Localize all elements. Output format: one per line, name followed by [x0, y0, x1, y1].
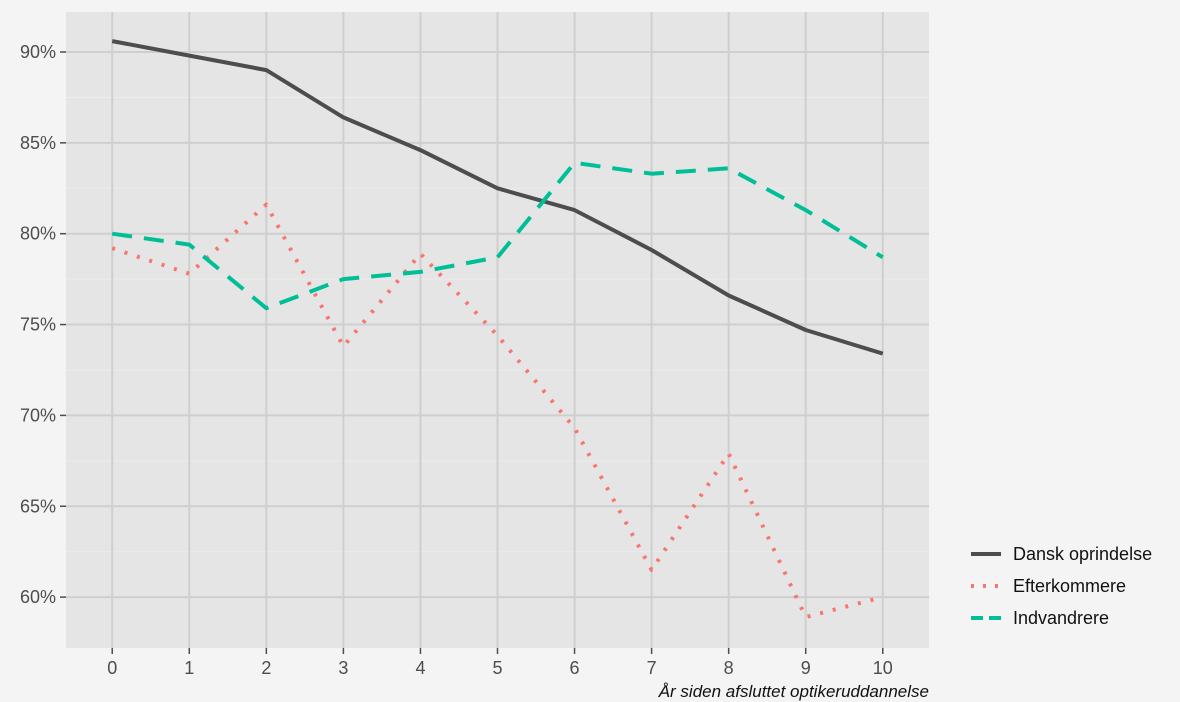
legend-label: Indvandrere: [1013, 608, 1109, 628]
y-tick-label: 70%: [20, 405, 56, 425]
x-tick-label: 3: [338, 658, 348, 678]
y-tick-label: 60%: [20, 587, 56, 607]
legend-label: Efterkommere: [1013, 576, 1126, 596]
y-tick-label: 65%: [20, 496, 56, 516]
x-tick-label: 0: [107, 658, 117, 678]
x-tick-label: 5: [492, 658, 502, 678]
y-axis-tick-labels: 60% 65% 70% 75% 80% 85% 90%: [20, 42, 66, 607]
y-tick-label: 80%: [20, 224, 56, 244]
legend: Dansk oprindelse Efterkommere Indvandrere: [971, 544, 1152, 628]
x-tick-label: 10: [873, 658, 893, 678]
series-lines: [111, 39, 884, 620]
x-tick-label: 9: [801, 658, 811, 678]
series-line: [111, 39, 884, 356]
major-gridlines: [66, 12, 929, 648]
y-tick-label: 85%: [20, 133, 56, 153]
y-tick-label: 90%: [20, 42, 56, 62]
y-tick-label: 75%: [20, 315, 56, 335]
x-tick-label: 6: [570, 658, 580, 678]
x-axis-tick-labels: 0 1 2 3 4 5 6 7 8 9 10: [107, 648, 893, 678]
x-axis-title: År siden afsluttet optikeruddannelse: [658, 682, 929, 701]
x-tick-label: 4: [415, 658, 425, 678]
x-tick-label: 2: [261, 658, 271, 678]
x-tick-label: 7: [647, 658, 657, 678]
x-tick-label: 1: [184, 658, 194, 678]
x-tick-label: 8: [724, 658, 734, 678]
legend-label: Dansk oprindelse: [1013, 544, 1152, 564]
series-line: [111, 160, 884, 311]
